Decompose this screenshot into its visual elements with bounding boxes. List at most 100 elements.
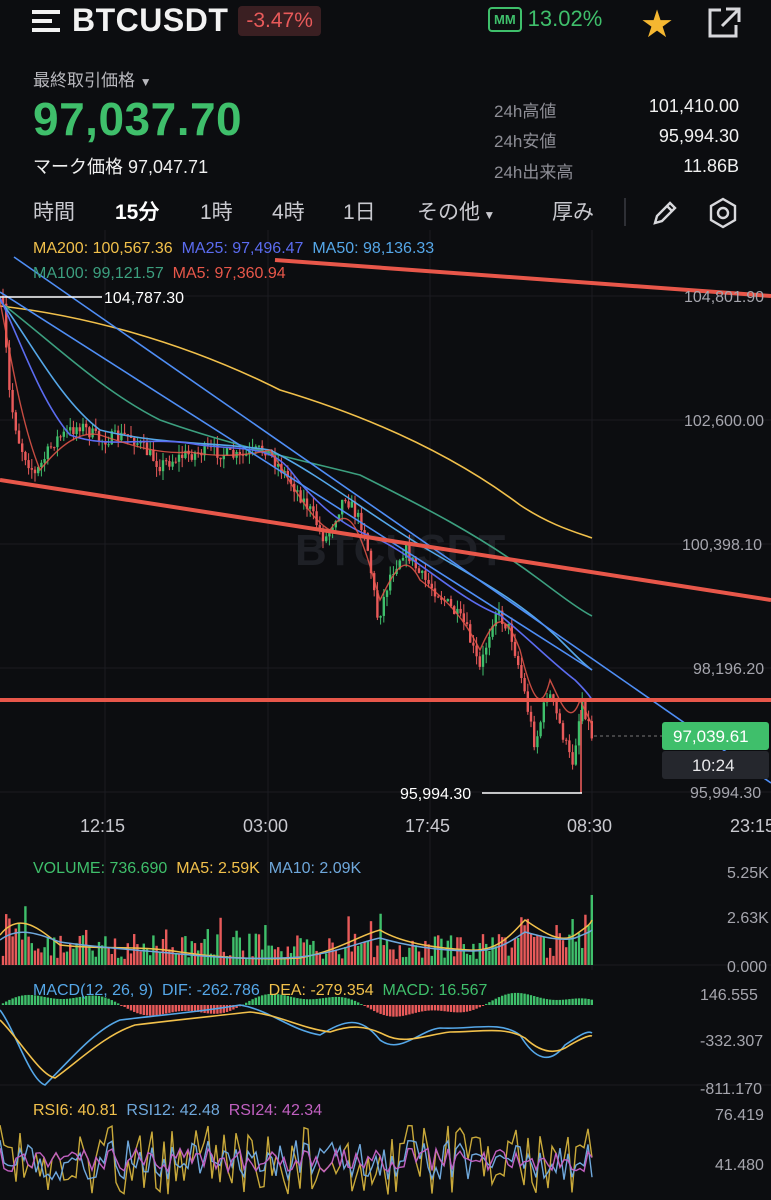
macd-bar <box>152 1005 155 1016</box>
candle-body <box>120 432 123 441</box>
volume-bar <box>165 929 168 965</box>
volume-bar <box>536 935 539 965</box>
macd-bar <box>161 1005 165 1015</box>
macd-bar <box>414 1005 417 1013</box>
candle-body <box>81 423 85 432</box>
price-chart[interactable]: BTCUSDT 104,787.30 95,994.30 97,039.61 1… <box>0 230 771 1200</box>
tab-4h[interactable]: 4時 <box>272 201 305 224</box>
volume-bar <box>43 947 46 965</box>
tab-1h[interactable]: 1時 <box>200 201 233 224</box>
macd-bar <box>78 996 81 1005</box>
macd-bar <box>27 994 30 1005</box>
tab-15m[interactable]: 15分 <box>115 201 160 224</box>
candle-body <box>344 499 347 502</box>
macd-bar <box>251 999 254 1005</box>
candle-body <box>161 460 165 472</box>
candle-body <box>40 462 43 468</box>
volume-bar <box>478 943 481 965</box>
macd-bar <box>366 1005 369 1008</box>
macd-bar <box>321 998 325 1005</box>
candle-body <box>318 525 321 529</box>
candle-body <box>449 599 453 607</box>
candle-body <box>587 719 590 722</box>
time-axis-label: 08:30 <box>567 816 612 836</box>
macd-bar <box>510 993 513 1005</box>
macd-bar <box>517 992 520 1005</box>
macd-bar <box>197 1005 200 1012</box>
volume-bar <box>229 955 232 965</box>
candle-body <box>456 608 459 614</box>
candle-body <box>238 451 241 455</box>
macd-bar <box>587 998 590 1005</box>
candle-body <box>158 466 161 472</box>
volume-ma10-line <box>0 929 593 960</box>
volume-ma5-line <box>0 919 593 960</box>
volume-bar <box>513 938 517 965</box>
macd-bar <box>379 1005 382 1014</box>
candle-body <box>497 610 501 615</box>
candle-body <box>376 590 379 618</box>
macd-bar <box>353 1000 357 1005</box>
candle-body <box>21 443 24 452</box>
volume-bar <box>417 951 421 965</box>
macd-bar <box>491 1000 494 1005</box>
candle-body <box>88 427 91 438</box>
ma100-value: MA100: 99,121.57 <box>33 265 164 282</box>
volume-bar <box>462 944 465 965</box>
candle-body <box>341 499 344 515</box>
macd-bar <box>171 1005 174 1013</box>
macd-bar <box>449 1005 453 1012</box>
tab-time[interactable]: 時間 <box>33 201 75 224</box>
macd-bar <box>117 1003 120 1005</box>
volume-bar <box>177 954 181 965</box>
macd-bar <box>443 1005 446 1012</box>
volume-bar <box>152 935 155 965</box>
candle-body <box>315 511 318 526</box>
tab-1d[interactable]: 1日 <box>343 201 376 224</box>
macd-bar <box>107 998 110 1005</box>
symbol-name[interactable]: BTCUSDT <box>72 2 229 38</box>
volume-bar <box>123 958 126 965</box>
time-axis-label: 03:00 <box>243 816 288 836</box>
volume-bar <box>110 954 113 965</box>
candle-body <box>417 568 421 573</box>
macd-bar <box>222 1005 225 1013</box>
tab-more[interactable]: その他 ▼ <box>417 201 496 224</box>
tab-depth[interactable]: 厚み <box>552 201 594 224</box>
candle-body <box>437 596 440 598</box>
volume-bar <box>88 946 91 965</box>
volume-bar <box>510 947 513 965</box>
current-price-value: 97,039.61 <box>673 727 749 746</box>
candle-body <box>149 449 152 455</box>
symbol-header[interactable]: BTCUSDT -3.47% <box>32 2 321 39</box>
macd-bar <box>17 996 21 1005</box>
last-price-label[interactable]: 最終取引価格 ▼ <box>33 71 152 90</box>
volume-bar <box>81 935 85 965</box>
macd-bar <box>158 1005 161 1015</box>
external-link-icon[interactable] <box>706 6 742 40</box>
volume-bar <box>555 925 558 965</box>
macd-bar <box>558 999 561 1005</box>
volume-bar <box>270 945 273 965</box>
menu-icon[interactable] <box>32 9 62 33</box>
price-axis-label: 100,398.10 <box>682 537 762 554</box>
volume-bar <box>411 940 414 965</box>
mm-indicator[interactable]: MM 13.02% <box>488 6 602 32</box>
macd-bar <box>427 1005 430 1011</box>
macd-bar <box>302 999 305 1005</box>
pencil-icon[interactable] <box>650 198 680 228</box>
settings-icon[interactable] <box>706 196 740 230</box>
macd-bar <box>520 993 523 1005</box>
candle-body <box>184 450 187 458</box>
macd-bar <box>11 998 14 1005</box>
macd-bar <box>200 1005 203 1013</box>
candle-body <box>382 596 385 616</box>
candle-body <box>369 550 373 574</box>
volume-bar <box>392 949 395 965</box>
stat-value-high: 101,410.00 <box>648 96 739 116</box>
macd-bar <box>229 1005 232 1011</box>
candle-body <box>328 531 331 537</box>
candle-body <box>97 430 101 442</box>
candle-body <box>251 448 254 451</box>
favorite-star-icon[interactable]: ★ <box>640 4 675 46</box>
